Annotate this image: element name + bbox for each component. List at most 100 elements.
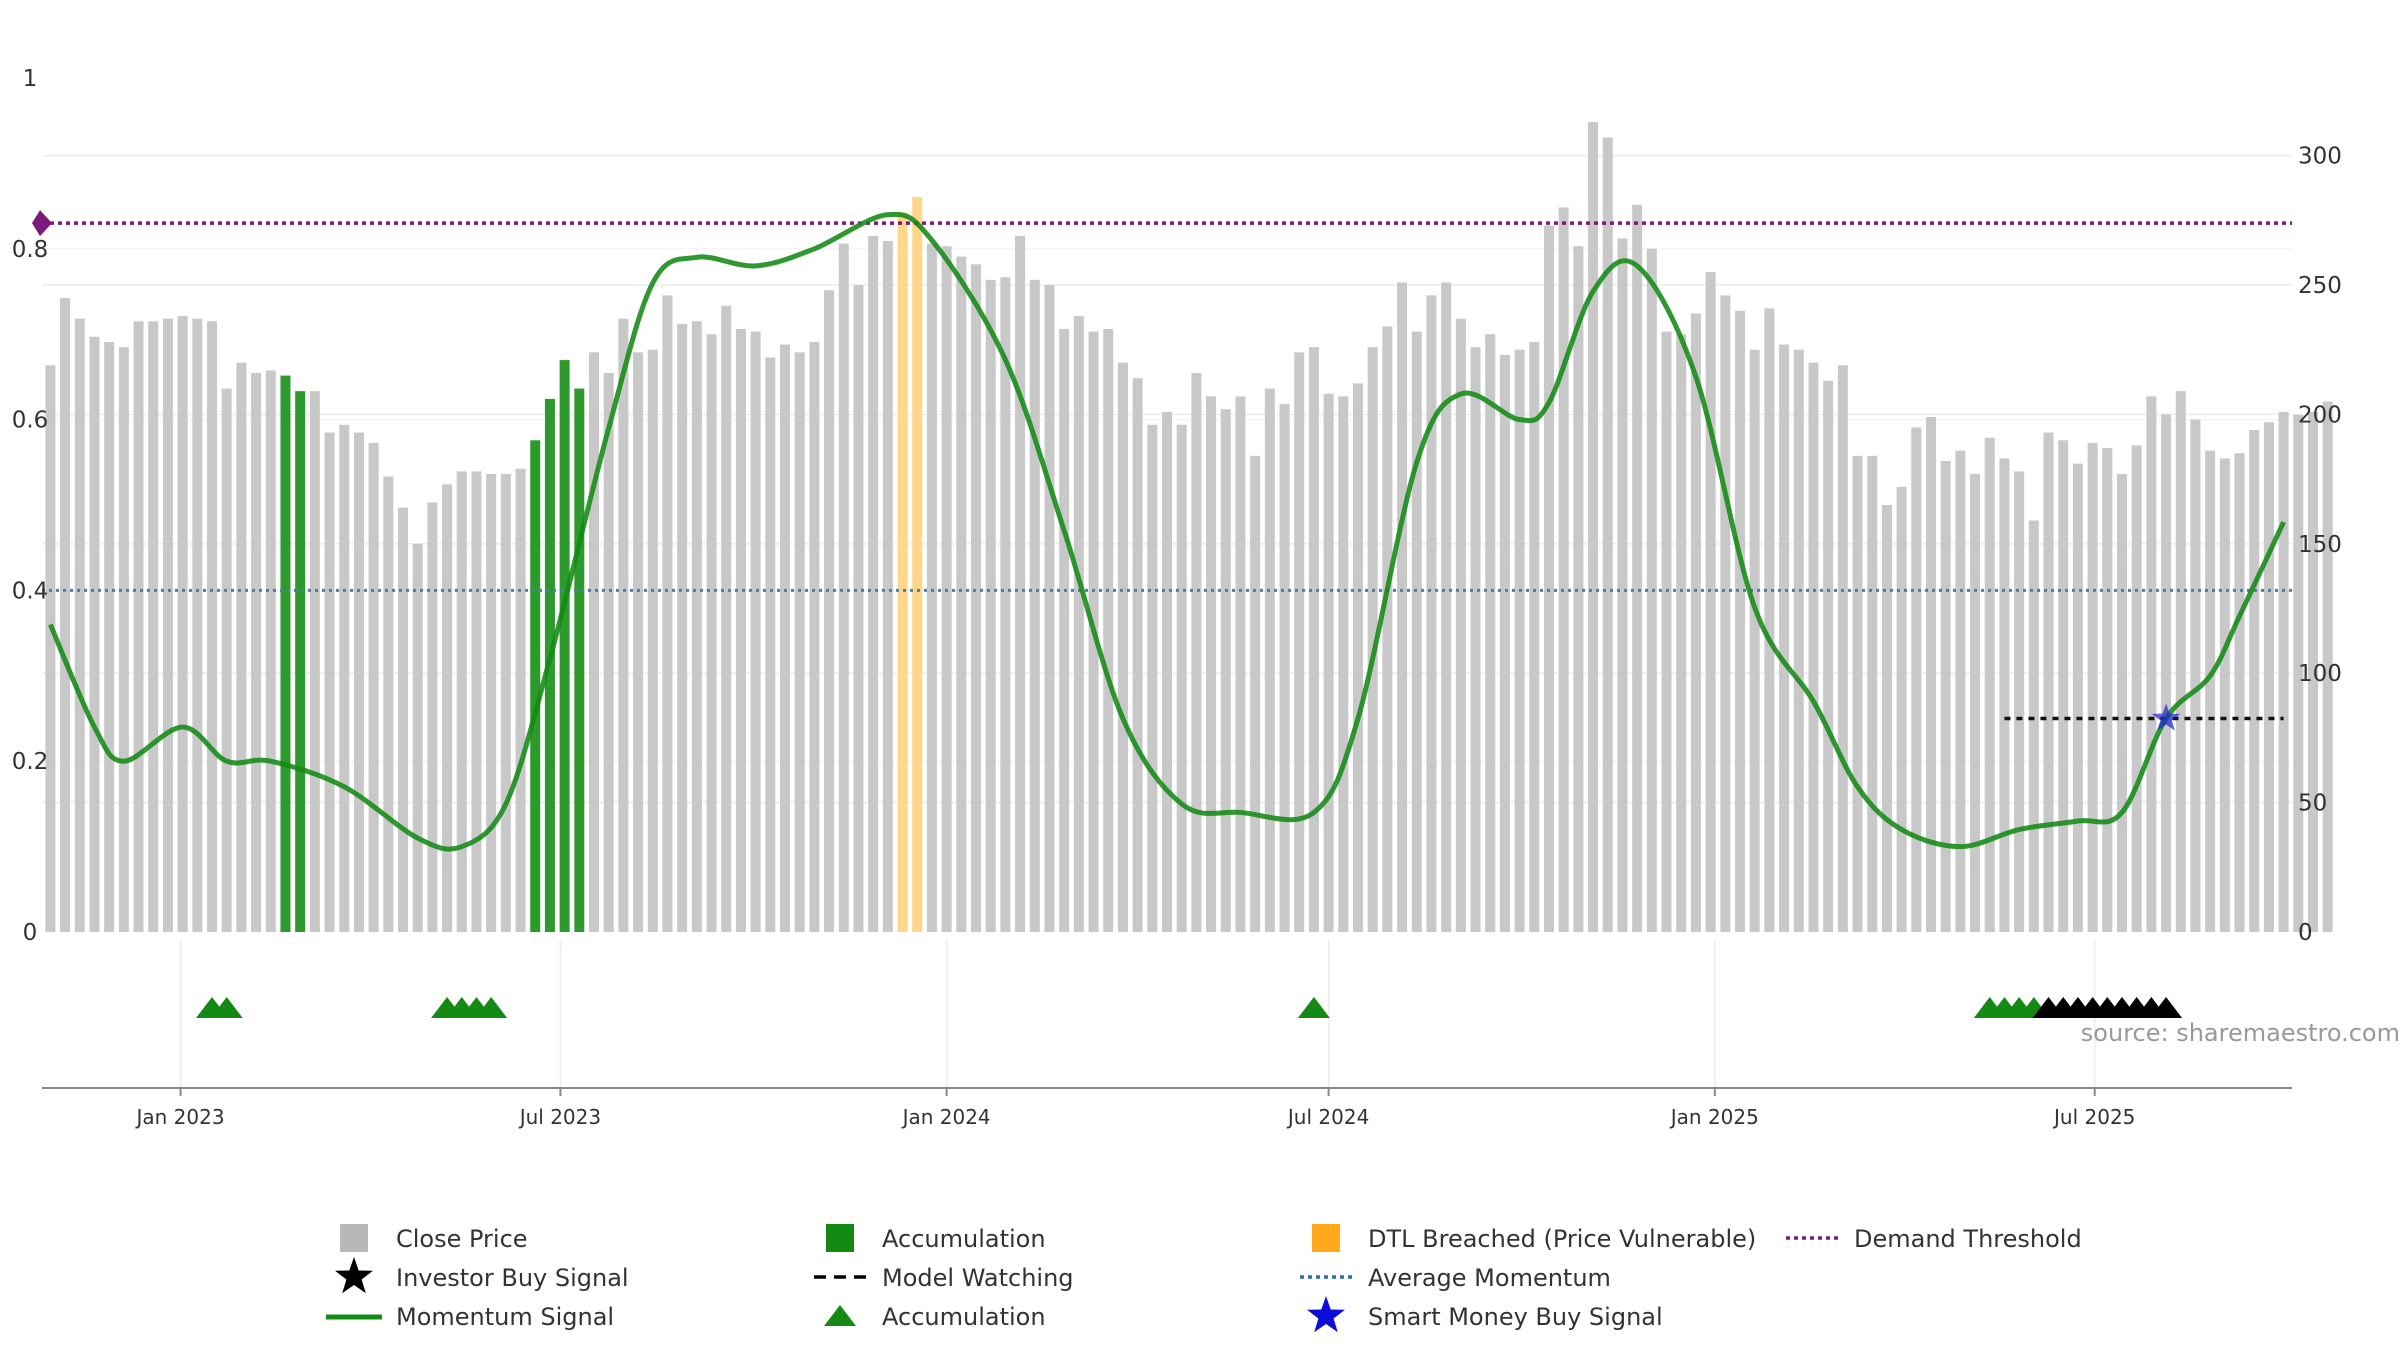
legend-label: Demand Threshold [1854,1225,2082,1253]
price-bar [236,362,247,933]
legend-item: Accumulation [826,1224,1046,1253]
x-tick-label: Jul 2023 [518,1105,601,1129]
price-bar [574,388,585,933]
legend-star-icon [335,1257,373,1294]
price-bar [838,243,849,932]
price-bar [1029,279,1040,932]
price-bar [2234,453,2245,932]
price-bar [1558,207,1569,933]
price-bar [1397,282,1408,933]
price-bar [1690,313,1701,933]
left-tick-label: 0.4 [12,578,49,604]
price-bar [118,347,129,932]
price-bar [74,318,85,932]
price-bar [2087,442,2098,932]
price-bar [809,341,820,932]
x-tick-label: Jan 2025 [1669,1105,1759,1129]
price-bar [1749,349,1760,932]
signal-markers [196,703,2183,1018]
price-bar [2293,414,2304,932]
right-tick-label: 50 [2298,791,2327,817]
legend-star-icon [1307,1296,1345,1333]
price-bar [1940,461,1951,932]
price-bar [1999,458,2010,932]
price-bar [324,432,335,932]
price-bar [1617,238,1628,932]
price-bar [1955,450,1966,932]
price-bar [765,357,776,932]
legend-item: Close Price [340,1224,528,1253]
price-bar [1323,393,1334,933]
price-bar [2322,401,2333,932]
price-bar [1720,295,1731,932]
price-bar [2116,473,2127,932]
price-bar [177,316,188,932]
price-bars [45,121,2333,933]
price-bar [1470,347,1481,932]
price-bar [1235,396,1246,932]
price-bar [691,321,702,932]
legend-label: Investor Buy Signal [396,1264,629,1292]
price-bar [1308,347,1319,932]
price-bar [1499,354,1510,932]
price-bar [647,349,658,932]
price-bar [353,432,364,932]
price-bar [1485,334,1496,932]
price-bar [912,197,923,932]
price-bar [1176,424,1187,932]
price-bar [706,334,717,932]
price-bar [868,235,879,933]
right-tick-label: 0 [2298,920,2313,946]
accumulation-triangle [475,997,508,1018]
price-bar [60,297,71,932]
price-bar [280,375,291,932]
price-bar [853,285,864,933]
price-bar [2249,429,2260,932]
price-bar [1352,383,1363,932]
legend-label: Accumulation [882,1225,1046,1253]
price-bar [1411,331,1422,932]
legend-item: Demand Threshold [1786,1225,2082,1253]
investor-buy-triangle [2150,997,2183,1018]
legend-square-icon [1312,1224,1340,1252]
price-bar [1925,417,1936,933]
momentum-line [48,211,2286,852]
price-bar [133,321,144,932]
price-bar [1073,316,1084,932]
price-bar [618,318,629,932]
legend-label: Momentum Signal [396,1303,614,1331]
price-bar [1779,344,1790,932]
legend: Close Price Investor Buy Signal Momentum S… [326,1224,2082,1333]
price-bar [45,365,56,933]
price-bar [456,471,467,932]
price-bar [824,290,835,932]
legend-label: Close Price [396,1225,528,1253]
smart-money-buy-star [2151,703,2181,731]
price-bar [1837,365,1848,933]
price-bar [633,352,644,932]
momentum-series [48,211,2286,852]
price-bar [2263,422,2274,932]
price-bar [1852,455,1863,932]
price-bar [2028,520,2039,932]
price-bar [1382,326,1393,932]
price-bar [897,212,908,932]
price-bar [1793,349,1804,932]
price-bar [1000,277,1011,932]
demand-threshold-marker [32,210,52,237]
legend-square-icon [826,1224,854,1252]
price-bar [1529,341,1540,932]
price-bar [442,484,453,932]
left-tick-label: 0.2 [12,749,49,775]
price-bar [1867,455,1878,932]
price-bar [1984,437,1995,932]
price-bar [1206,396,1217,932]
price-bar [1132,378,1143,932]
price-bar [2219,458,2230,932]
price-bar [2307,411,2318,932]
right-tick-label: 300 [2298,144,2342,170]
price-bar [1573,246,1584,932]
legend-item: Investor Buy Signal [335,1257,629,1294]
price-bar [162,318,173,932]
legend-item: Accumulation [824,1303,1046,1331]
